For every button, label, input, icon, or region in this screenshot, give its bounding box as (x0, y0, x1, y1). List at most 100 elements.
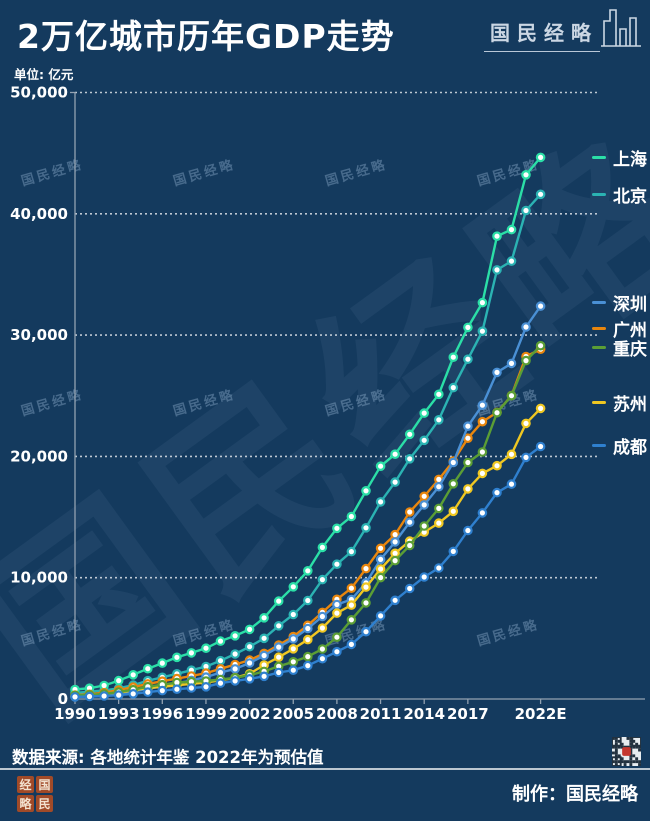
data-point-shenzhen-2016 (448, 457, 459, 468)
data-point-shanghai-2022 (535, 152, 546, 163)
svg-text:2014: 2014 (403, 705, 445, 723)
data-point-suzhou-2020 (506, 449, 517, 460)
data-point-suzhou-2006 (302, 634, 313, 645)
data-point-suzhou-2018 (477, 468, 488, 479)
data-point-chongqing-2009 (346, 614, 357, 625)
data-point-chengdu-1990 (70, 692, 80, 702)
data-point-chengdu-1998 (186, 683, 197, 693)
brand-logo: 国民经略 (484, 6, 642, 52)
svg-text:1999: 1999 (185, 705, 227, 723)
data-point-suzhou-2005 (288, 643, 299, 654)
data-point-shanghai-2000 (215, 636, 226, 646)
brand-logo-text: 国民经略 (484, 17, 600, 52)
svg-text:0: 0 (58, 690, 68, 708)
data-point-suzhou-2022 (535, 403, 546, 414)
data-source-note: 数据来源: 各地统计年鉴 2022年为预估值 (12, 748, 324, 767)
data-point-chengdu-2010 (361, 626, 371, 637)
data-point-shanghai-2015 (433, 389, 444, 400)
data-point-chongqing-2012 (390, 555, 400, 566)
data-point-chengdu-1996 (157, 685, 168, 696)
data-point-chongqing-2013 (404, 540, 415, 551)
data-point-suzhou-2016 (448, 506, 459, 517)
data-point-beijing-2009 (346, 546, 357, 557)
data-point-beijing-2006 (302, 595, 313, 606)
data-point-shanghai-2008 (332, 523, 342, 534)
data-point-chengdu-2004 (273, 667, 284, 678)
data-point-shenzhen-2022 (535, 301, 546, 311)
data-point-suzhou-2017 (463, 484, 473, 494)
data-point-beijing-2008 (332, 559, 342, 570)
series-chengdu (70, 441, 546, 702)
qr-code (611, 736, 642, 767)
data-point-shenzhen-2012 (390, 537, 400, 547)
data-point-chongqing-2022 (535, 340, 546, 351)
data-point-shenzhen-2015 (433, 481, 444, 492)
data-point-chengdu-1993 (113, 690, 124, 700)
data-point-chongqing-2015 (433, 503, 444, 514)
data-point-beijing-2020 (506, 256, 517, 266)
data-point-suzhou-2015 (433, 518, 444, 528)
svg-text:2005: 2005 (272, 705, 314, 723)
data-point-chengdu-2014 (419, 572, 430, 582)
data-point-shenzhen-2018 (477, 400, 488, 411)
data-point-shenzhen-2013 (404, 517, 415, 528)
data-point-chengdu-2021 (521, 452, 531, 463)
data-point-beijing-2022 (535, 189, 546, 200)
data-point-suzhou-2004 (273, 652, 284, 663)
data-point-chengdu-2011 (375, 611, 386, 621)
data-point-chengdu-1995 (143, 687, 153, 697)
data-point-chengdu-2020 (506, 479, 517, 489)
data-point-chengdu-2019 (492, 487, 502, 498)
y-axis-labels: 0 10,000 20,000 30,000 40,000 50,000 (10, 84, 68, 709)
data-point-suzhou-2009 (346, 600, 357, 610)
data-point-beijing-2004 (273, 620, 284, 631)
data-point-shenzhen-2017 (463, 421, 473, 432)
data-point-shenzhen-2008 (332, 599, 342, 610)
seal-char: 国 (36, 776, 53, 793)
data-point-shenzhen-2003 (259, 650, 269, 661)
footer-divider (0, 768, 650, 770)
data-point-chengdu-2018 (477, 508, 488, 518)
svg-text:2022E: 2022E (515, 705, 567, 723)
data-point-guangzhou-2009 (346, 583, 357, 594)
data-point-shenzhen-2001 (230, 664, 240, 674)
data-point-shanghai-2006 (302, 565, 313, 576)
brand-seal-logo: 经 国 略 民 (17, 776, 53, 812)
data-point-shenzhen-2002 (244, 658, 255, 668)
data-point-chengdu-2008 (332, 646, 342, 657)
data-point-chengdu-1999 (201, 681, 211, 692)
data-point-chongqing-2018 (477, 447, 488, 457)
data-point-shanghai-1994 (128, 669, 139, 680)
data-point-chongqing-2021 (521, 355, 531, 366)
data-point-chongqing-2020 (506, 390, 517, 401)
data-point-chengdu-2000 (215, 678, 226, 688)
data-point-chongqing-2011 (375, 572, 386, 583)
data-point-chengdu-2012 (390, 595, 400, 606)
x-axis-labels: 1990 1993 1996 1999 2002 2005 2008 2011 2014 2017… (54, 705, 566, 723)
data-point-chengdu-2016 (448, 546, 459, 557)
svg-text:10,000: 10,000 (10, 569, 68, 587)
svg-text:50,000: 50,000 (10, 84, 68, 102)
data-point-shanghai-1995 (143, 663, 153, 674)
data-point-chongqing-2008 (332, 632, 342, 643)
data-point-chengdu-2007 (317, 653, 328, 664)
data-point-guangzhou-2014 (419, 491, 430, 502)
data-point-shanghai-1996 (157, 658, 168, 668)
city-skyline-icon (600, 6, 642, 52)
data-point-shenzhen-2006 (302, 623, 313, 634)
data-point-chongqing-2014 (419, 521, 430, 531)
svg-text:1996: 1996 (141, 705, 183, 723)
data-point-chengdu-1994 (128, 688, 139, 699)
data-point-beijing-2021 (521, 205, 531, 216)
data-point-beijing-2019 (492, 265, 502, 275)
data-point-chengdu-1992 (99, 691, 109, 701)
gridlines (75, 91, 598, 579)
data-point-shanghai-2010 (361, 485, 371, 496)
data-point-chengdu-2005 (288, 665, 299, 676)
data-point-shenzhen-2004 (273, 642, 284, 652)
series-shanghai (70, 152, 546, 695)
data-point-shanghai-2019 (492, 231, 502, 242)
data-point-beijing-2013 (404, 453, 415, 464)
data-point-shanghai-2017 (463, 322, 473, 333)
